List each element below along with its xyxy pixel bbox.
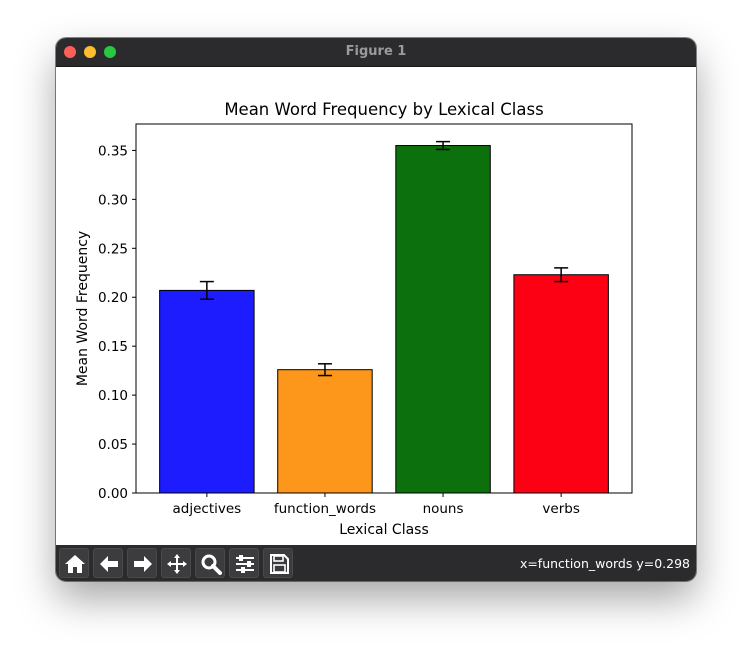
configure-subplots-icon [236,555,254,573]
window-title: Figure 1 [345,44,407,59]
home-icon [65,555,85,573]
pan-button[interactable] [161,548,191,578]
y-tick-label: 0.20 [98,290,128,306]
x-tick-label-adjectives: adjectives [173,501,242,517]
y-tick-label: 0.30 [98,192,128,208]
pan-icon [167,554,187,574]
plot-frame [135,123,633,494]
configure-subplots-button[interactable] [229,548,259,578]
save-icon [270,554,289,574]
x-axis-label: Lexical Class [339,522,429,538]
y-tick-label: 0.00 [98,486,128,502]
bar-chart: Mean Word Frequency by Lexical Class adje… [75,100,633,538]
y-tick-label: 0.10 [98,388,128,404]
y-tick-label: 0.25 [98,241,128,257]
cursor-coordinates-readout: x=function_words y=0.298 [519,556,690,571]
back-button[interactable] [93,548,123,578]
x-tick-label-verbs: verbs [542,501,579,517]
chart-title: Mean Word Frequency by Lexical Class [224,100,543,119]
maximize-window-button[interactable] [104,46,116,58]
navigation-toolbar: x=function_words y=0.298 [56,545,696,581]
zoom-icon [201,554,222,575]
bar-verbs [513,274,609,494]
minimize-window-button[interactable] [84,46,96,58]
back-arrow-icon [100,556,118,572]
y-tick-label: 0.05 [98,437,128,453]
x-tick-label-function_words: function_words [274,501,376,517]
x-tick-label-nouns: nouns [423,501,464,517]
plot-canvas[interactable]: Mean Word Frequency by Lexical Class adje… [56,67,696,545]
close-window-button[interactable] [64,46,76,58]
y-tick-label: 0.35 [98,143,128,159]
zoom-button[interactable] [195,548,225,578]
bar-nouns [395,145,491,494]
bar-function_words [277,369,373,494]
save-button[interactable] [263,548,293,578]
figure-window: Figure 1 Mean Word Frequency by Lexical … [56,38,696,581]
forward-arrow-icon [134,556,152,572]
forward-button[interactable] [127,548,157,578]
home-button[interactable] [59,548,89,578]
title-bar[interactable]: Figure 1 [56,38,696,67]
y-axis-label: Mean Word Frequency [75,231,91,386]
bar-adjectives [159,289,255,494]
y-tick-label: 0.15 [98,339,128,355]
